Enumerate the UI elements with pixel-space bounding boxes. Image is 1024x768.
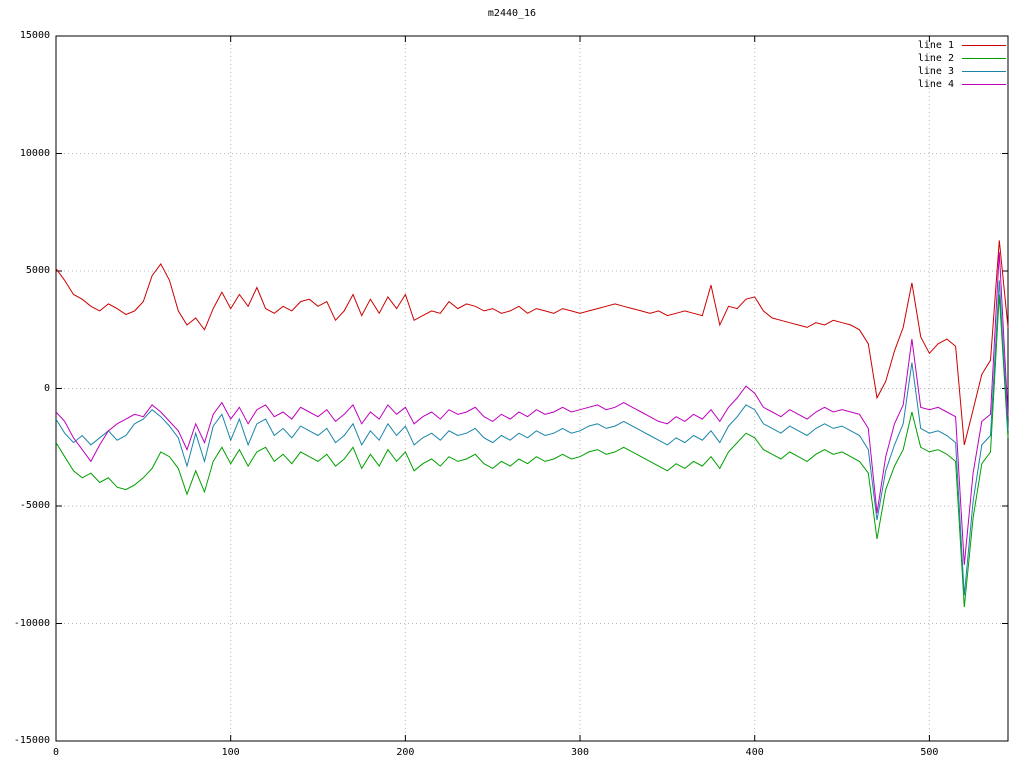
y-tick-label: 15000: [19, 30, 50, 41]
y-tick-label: 10000: [19, 147, 50, 159]
series-line-line-3: [55, 280, 1009, 596]
x-tick-label: 500: [920, 747, 939, 758]
x-tick-label: 100: [221, 747, 240, 758]
legend-line-sample: [962, 84, 1006, 85]
y-tick-label: 5000: [25, 265, 50, 276]
chart-title: m2440_16: [487, 8, 537, 19]
legend-label: line 3: [917, 66, 954, 77]
series-line-line-1: [55, 240, 1009, 446]
series-line-line-2: [55, 294, 1009, 608]
plot-border: [55, 35, 1009, 742]
legend-line-sample: [962, 45, 1006, 46]
legend-item: line 3: [918, 66, 1006, 77]
series-line-line-4: [55, 252, 1009, 565]
x-tick-label: 200: [396, 747, 415, 758]
legend-item: line 4: [918, 79, 1006, 90]
legend-label: line 1: [917, 40, 954, 51]
x-tick-label: 400: [745, 747, 764, 758]
y-tick-label: 0: [43, 382, 50, 394]
y-tick-label: -10000: [13, 617, 50, 629]
legend: line 1 line 2 line 3 line 4: [918, 40, 1006, 90]
legend-item: line 1: [918, 40, 1006, 51]
legend-line-sample: [962, 58, 1006, 59]
legend-item: line 2: [918, 53, 1006, 64]
x-tick-label: 300: [571, 747, 590, 758]
legend-label: line 2: [917, 53, 954, 64]
x-tick-label: 0: [52, 747, 60, 758]
legend-line-sample: [962, 71, 1006, 72]
y-tick-label: -5000: [19, 500, 50, 511]
legend-label: line 4: [917, 79, 954, 90]
y-tick-label: -15000: [13, 735, 50, 746]
